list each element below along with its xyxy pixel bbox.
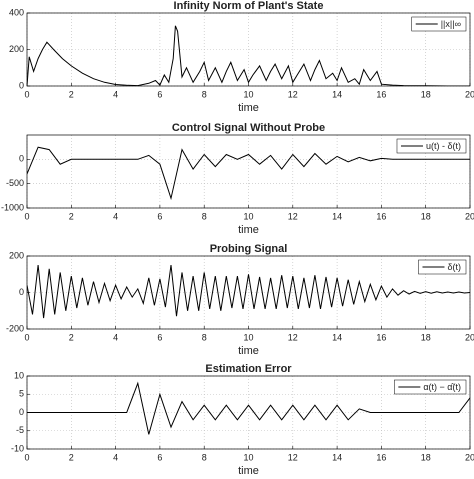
- y-tick-label: 5: [19, 389, 24, 399]
- y-tick-label: 0: [19, 287, 24, 297]
- x-tick-label: 16: [376, 211, 386, 221]
- x-tick-label: 2: [69, 452, 74, 462]
- subplot-title: Estimation Error: [205, 363, 292, 375]
- x-tick-label: 16: [376, 332, 386, 342]
- x-tick-label: 16: [376, 452, 386, 462]
- axes-frame: [26, 255, 471, 330]
- data-line: [27, 146, 470, 201]
- y-tick-label: -5: [16, 425, 24, 435]
- data-line: [27, 265, 470, 319]
- axes-frame: [26, 375, 471, 450]
- legend-box: [411, 16, 467, 32]
- legend: α(t) − α̂(t): [394, 379, 467, 395]
- y-tick-label: 200: [9, 44, 24, 54]
- x-tick-label: 8: [202, 89, 207, 99]
- x-tick-label: 20: [465, 89, 474, 99]
- x-tick-label: 18: [421, 211, 431, 221]
- y-tick-label: 200: [9, 250, 24, 260]
- x-tick-label: 14: [332, 452, 342, 462]
- x-tick-label: 4: [113, 452, 118, 462]
- subplot-title: Control Signal Without Probe: [172, 122, 325, 134]
- x-tick-label: 18: [421, 452, 431, 462]
- y-tick-label: -10: [11, 443, 24, 453]
- x-tick-label: 2: [69, 211, 74, 221]
- x-tick-label: 8: [202, 332, 207, 342]
- x-tick-label: 8: [202, 211, 207, 221]
- x-tick-label: 0: [24, 89, 29, 99]
- legend: δ(t): [418, 259, 467, 275]
- y-tick-label: 0: [19, 80, 24, 90]
- legend-box: [396, 138, 467, 154]
- x-tick-label: 12: [288, 89, 298, 99]
- x-tick-label: 10: [243, 89, 253, 99]
- x-tick-label: 12: [288, 452, 298, 462]
- y-tick-label: 0: [19, 154, 24, 164]
- x-tick-label: 0: [24, 452, 29, 462]
- y-tick-label: 10: [14, 370, 24, 380]
- x-tick-label: 20: [465, 332, 474, 342]
- x-tick-label: 6: [157, 211, 162, 221]
- legend-label: α(t) − α̂(t): [423, 382, 461, 392]
- legend: u(t) - δ(t): [396, 138, 467, 154]
- axes-frame: [26, 134, 471, 209]
- x-tick-label: 14: [332, 211, 342, 221]
- x-tick-label: 6: [157, 89, 162, 99]
- y-tick-label: 0: [19, 407, 24, 417]
- x-tick-label: 8: [202, 452, 207, 462]
- x-tick-label: 4: [113, 89, 118, 99]
- x-tick-label: 18: [421, 332, 431, 342]
- axes-frame: [26, 12, 471, 87]
- data-line: [27, 25, 470, 86]
- x-axis-label: time: [238, 465, 259, 477]
- y-tick-label: -500: [6, 178, 24, 188]
- x-tick-label: 10: [243, 332, 253, 342]
- x-tick-label: 14: [332, 89, 342, 99]
- data-line: [27, 381, 470, 435]
- legend-label: ||x||∞: [441, 19, 461, 29]
- x-tick-label: 4: [113, 211, 118, 221]
- x-tick-label: 6: [157, 452, 162, 462]
- x-axis-label: time: [238, 345, 259, 357]
- y-tick-label: -200: [6, 323, 24, 333]
- x-tick-label: 20: [465, 211, 474, 221]
- x-tick-label: 12: [288, 211, 298, 221]
- x-tick-label: 16: [376, 89, 386, 99]
- x-tick-label: 0: [24, 211, 29, 221]
- legend-box: [394, 379, 467, 395]
- x-tick-label: 12: [288, 332, 298, 342]
- legend-label: u(t) - δ(t): [426, 141, 461, 151]
- x-axis-label: time: [238, 224, 259, 236]
- legend: ||x||∞: [411, 16, 467, 32]
- x-axis-label: time: [238, 102, 259, 114]
- subplot-title: Infinity Norm of Plant's State: [174, 0, 324, 12]
- legend-label: δ(t): [447, 262, 461, 272]
- x-tick-label: 0: [24, 332, 29, 342]
- x-tick-label: 2: [69, 332, 74, 342]
- y-tick-label: 400: [9, 7, 24, 17]
- x-tick-label: 18: [421, 89, 431, 99]
- subplot-title: Probing Signal: [210, 243, 288, 255]
- x-tick-label: 10: [243, 452, 253, 462]
- x-tick-label: 6: [157, 332, 162, 342]
- y-tick-label: -1000: [1, 202, 24, 212]
- x-tick-label: 4: [113, 332, 118, 342]
- x-tick-label: 2: [69, 89, 74, 99]
- x-tick-label: 14: [332, 332, 342, 342]
- x-tick-label: 20: [465, 452, 474, 462]
- x-tick-label: 10: [243, 211, 253, 221]
